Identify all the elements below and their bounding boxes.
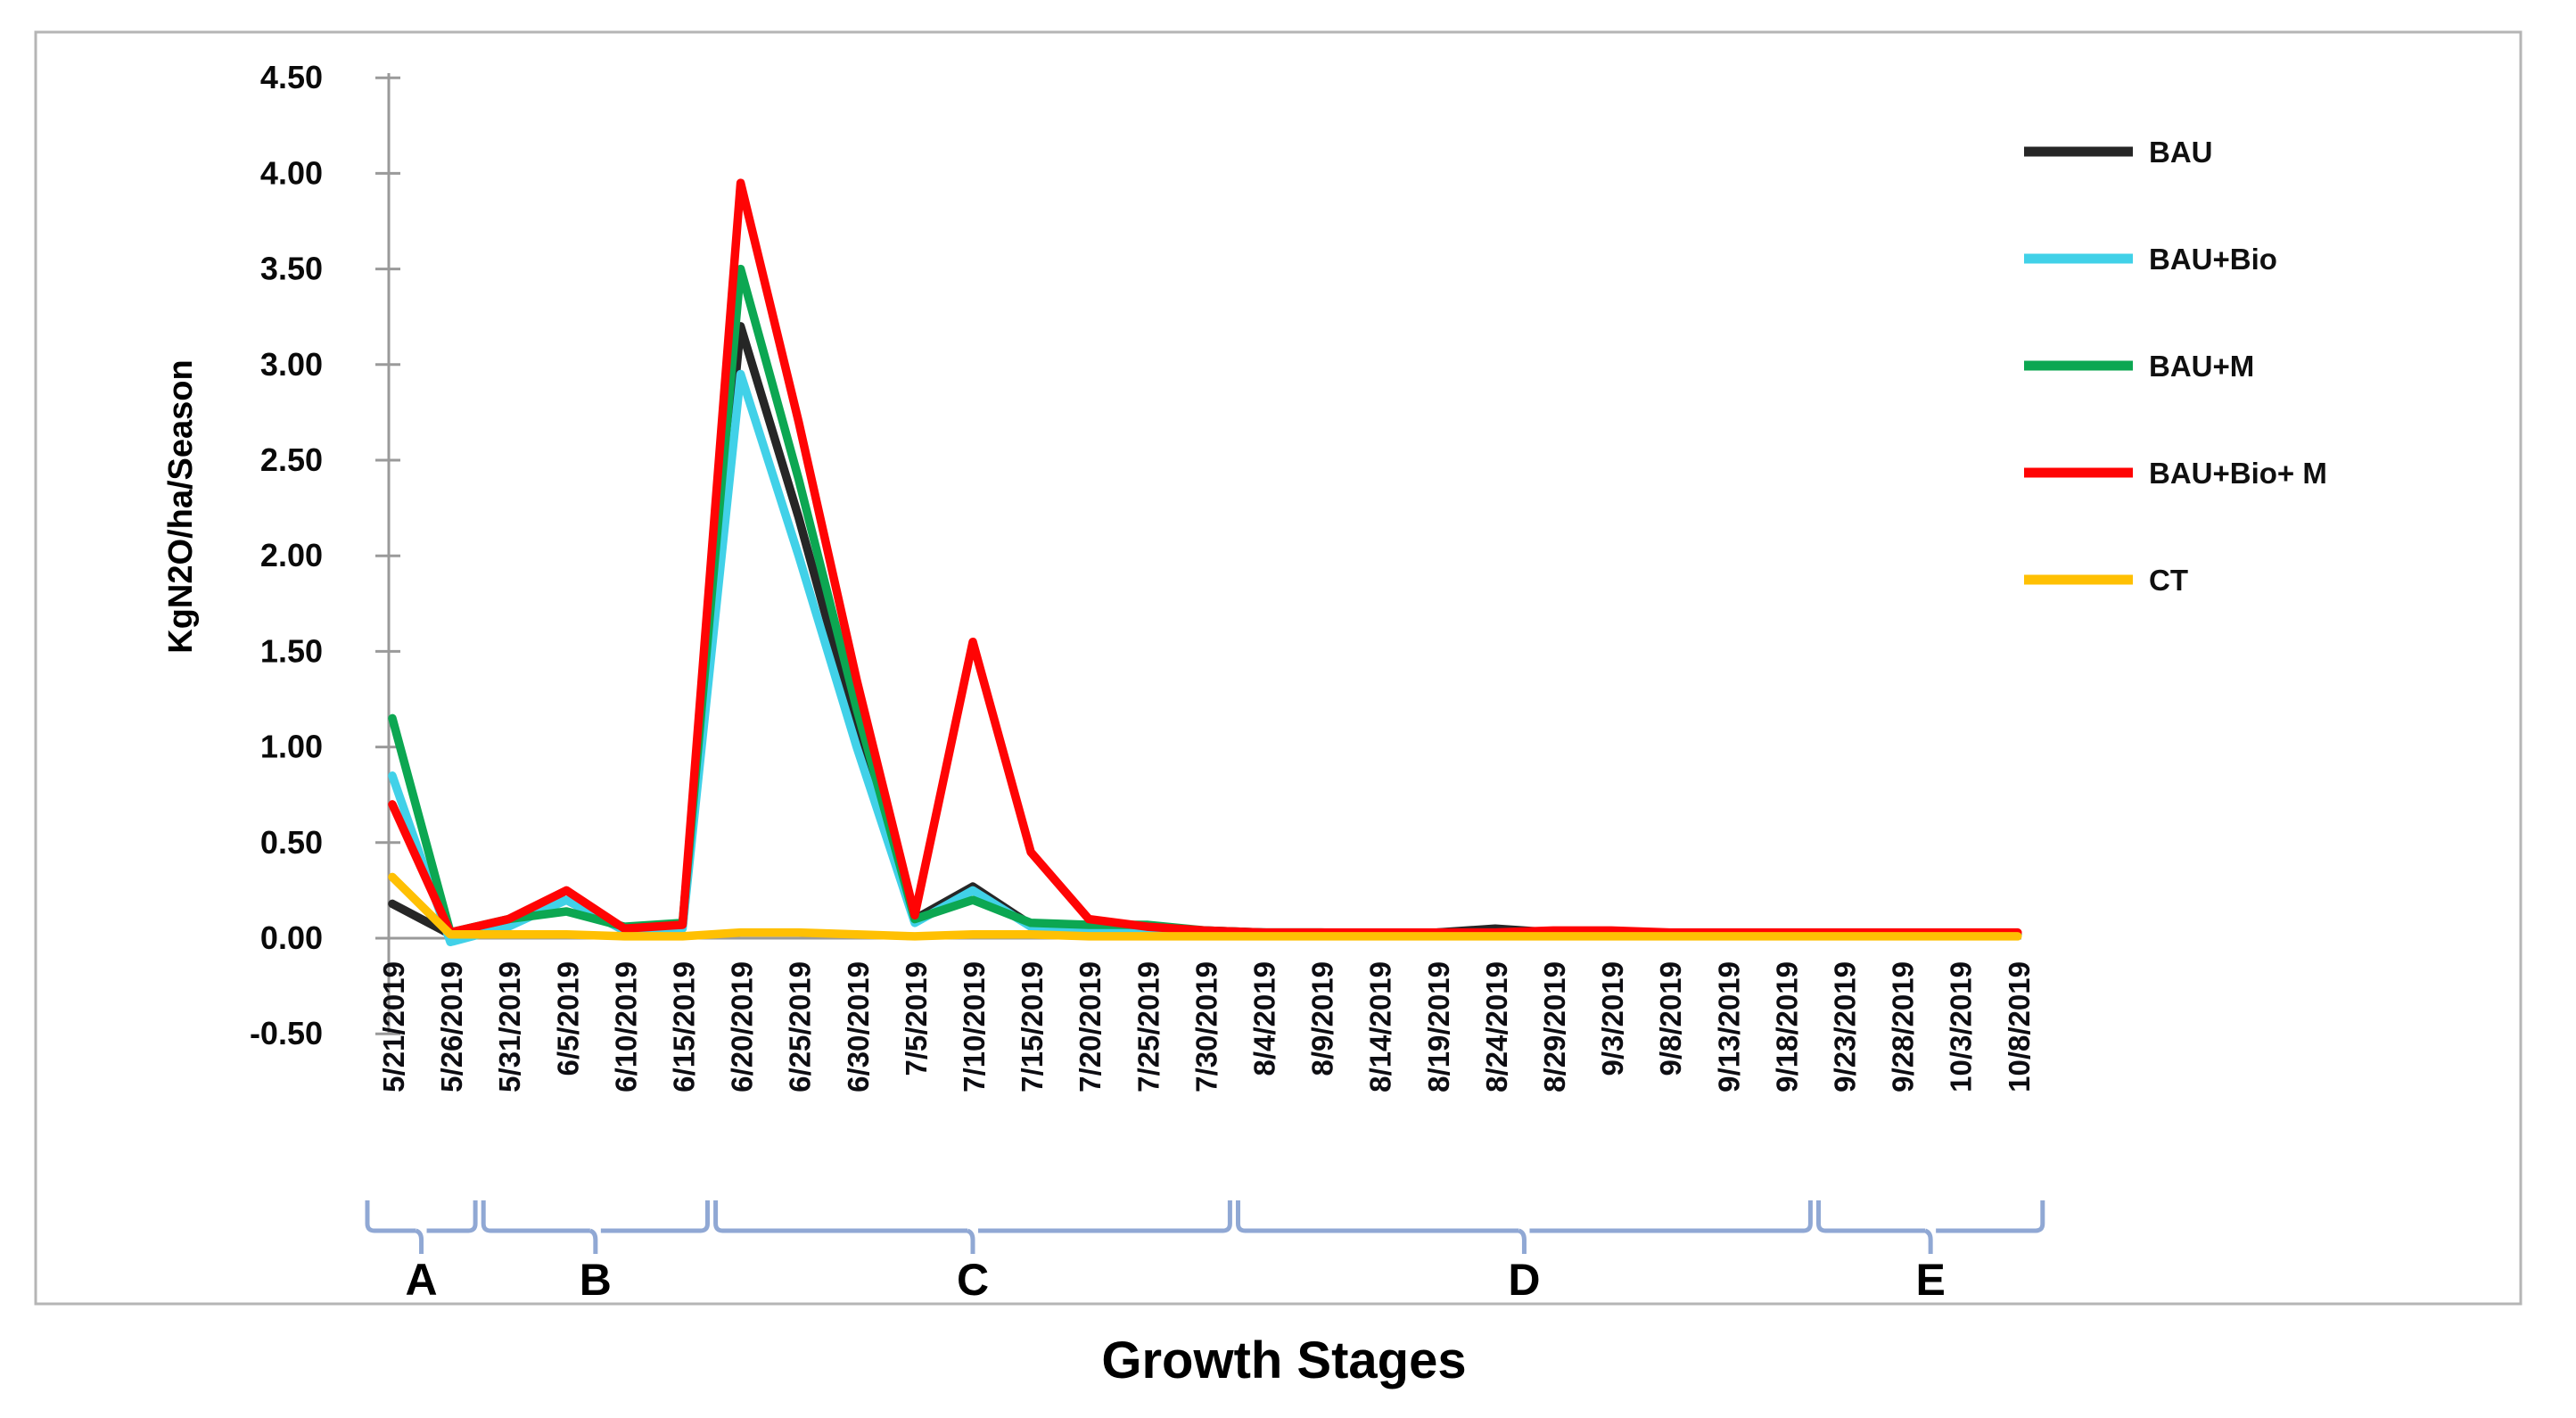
legend-label: BAU+Bio (2149, 243, 2277, 276)
x-axis-tick-label: 5/21/2019 (377, 961, 410, 1092)
growth-stage-label: B (580, 1255, 612, 1305)
x-axis-tick-label: 8/9/2019 (1306, 961, 1339, 1076)
x-axis-tick-label: 8/24/2019 (1480, 961, 1513, 1092)
legend-label: BAU (2149, 136, 2213, 169)
y-axis-tick-label: 1.50 (260, 632, 323, 669)
growth-stage-label: A (405, 1255, 437, 1305)
growth-stage-bracket (713, 1200, 1232, 1254)
growth-stage-bracket (1816, 1200, 2045, 1254)
y-axis-tick-label: 4.50 (260, 59, 323, 95)
x-axis-tick-labels: 5/21/2019 5/26/2019 5/31/2019 6/5/2019 6/10/… (377, 961, 2036, 1092)
growth-stage-brackets: A B C D E (365, 1200, 2045, 1305)
chart-legend: BAU BAU+Bio BAU+M BAU+Bio+ M CT (2024, 136, 2327, 597)
x-axis-tick-label: 7/20/2019 (1074, 961, 1107, 1092)
legend-label: BAU+M (2149, 350, 2254, 383)
x-axis-tick-label: 10/3/2019 (1945, 961, 1978, 1092)
y-axis-ticks: 4.50 4.00 3.50 3.00 2.50 2.00 1.50 1.00 0.50 0.00… (250, 59, 400, 1051)
x-axis-tick-label: 9/18/2019 (1770, 961, 1803, 1092)
x-axis-tick-label: 9/3/2019 (1596, 961, 1629, 1076)
y-axis-tick-label: 0.50 (260, 824, 323, 861)
growth-stage-bracket (365, 1200, 478, 1254)
x-axis-tick-label: 9/8/2019 (1654, 961, 1687, 1076)
y-axis-tick-label: 2.50 (260, 441, 323, 478)
y-axis-tick-label: 1.00 (260, 729, 323, 765)
growth-stage-bracket (481, 1200, 710, 1254)
x-axis-tick-label: 6/20/2019 (726, 961, 759, 1092)
y-axis-tick-label: 3.50 (260, 251, 323, 287)
x-axis-tick-label: 8/19/2019 (1422, 961, 1455, 1092)
series-line-CT (388, 872, 2022, 941)
data-series-lines (388, 178, 2022, 947)
x-axis-tick-label: 7/25/2019 (1132, 961, 1165, 1092)
x-axis-tick-label: 8/14/2019 (1364, 961, 1397, 1092)
x-axis-tick-label: 6/25/2019 (784, 961, 817, 1092)
x-axis-tick-label: 9/13/2019 (1712, 961, 1745, 1092)
x-axis-tick-label: 9/23/2019 (1829, 961, 1862, 1092)
x-axis-tick-label: 6/30/2019 (842, 961, 875, 1092)
x-axis-tick-label: 7/10/2019 (958, 961, 991, 1092)
y-axis-title: KgN2O/ha/Season (162, 359, 200, 653)
x-axis-tick-label: 9/28/2019 (1887, 961, 1920, 1092)
growth-stage-label: D (1508, 1255, 1540, 1305)
x-axis-tick-label: 10/8/2019 (2003, 961, 2036, 1092)
y-axis-tick-label: 2.00 (260, 537, 323, 573)
x-axis-tick-label: 7/15/2019 (1016, 961, 1049, 1092)
x-axis-tick-label: 5/26/2019 (435, 961, 468, 1092)
x-axis-tick-label: 7/5/2019 (900, 961, 933, 1076)
y-axis-tick-label: 0.00 (260, 919, 323, 956)
growth-stage-label: C (957, 1255, 989, 1305)
y-axis-tick-label: -0.50 (250, 1015, 323, 1051)
y-axis-tick-label: 4.00 (260, 154, 323, 191)
x-axis-tick-label: 6/5/2019 (551, 961, 584, 1076)
x-axis-tick-label: 6/10/2019 (609, 961, 642, 1092)
x-axis-tick-label: 7/30/2019 (1189, 961, 1222, 1092)
x-axis-tick-label: 5/31/2019 (493, 961, 526, 1092)
growth-stage-label: E (1915, 1255, 1945, 1305)
chart-border (34, 30, 2523, 1306)
x-axis-tick-label: 8/4/2019 (1248, 961, 1281, 1076)
x-axis-tick-label: 6/15/2019 (668, 961, 701, 1092)
x-axis-title: Growth Stages (1101, 1331, 1466, 1389)
legend-label: CT (2149, 564, 2188, 597)
growth-stage-bracket (1236, 1200, 1813, 1254)
y-axis-tick-label: 3.00 (260, 346, 323, 383)
x-axis-tick-label: 8/29/2019 (1538, 961, 1571, 1092)
legend-label: BAU+Bio+ M (2149, 457, 2327, 490)
